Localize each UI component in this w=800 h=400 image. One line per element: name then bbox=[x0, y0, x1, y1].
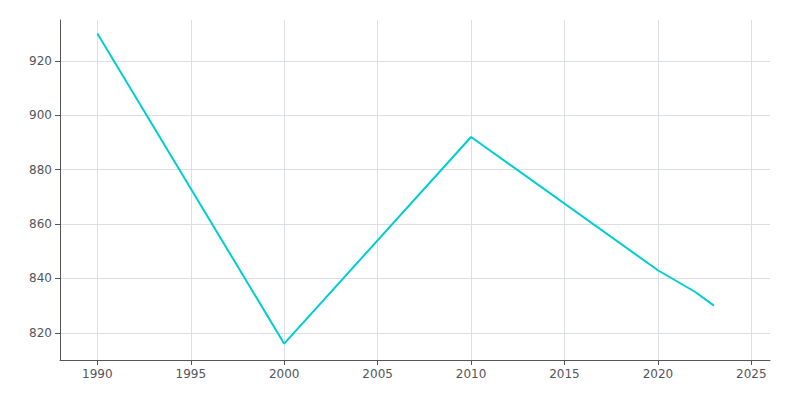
svg-text:2010: 2010 bbox=[456, 367, 487, 381]
svg-text:880: 880 bbox=[29, 163, 52, 177]
svg-text:860: 860 bbox=[29, 217, 52, 231]
svg-text:2000: 2000 bbox=[269, 367, 300, 381]
svg-text:2025: 2025 bbox=[736, 367, 767, 381]
svg-text:2015: 2015 bbox=[549, 367, 580, 381]
svg-text:900: 900 bbox=[29, 108, 52, 122]
svg-text:1995: 1995 bbox=[176, 367, 207, 381]
svg-text:2005: 2005 bbox=[362, 367, 393, 381]
svg-text:840: 840 bbox=[29, 271, 52, 285]
svg-text:820: 820 bbox=[29, 326, 52, 340]
svg-text:1990: 1990 bbox=[82, 367, 113, 381]
svg-text:2020: 2020 bbox=[643, 367, 674, 381]
svg-text:920: 920 bbox=[29, 54, 52, 68]
